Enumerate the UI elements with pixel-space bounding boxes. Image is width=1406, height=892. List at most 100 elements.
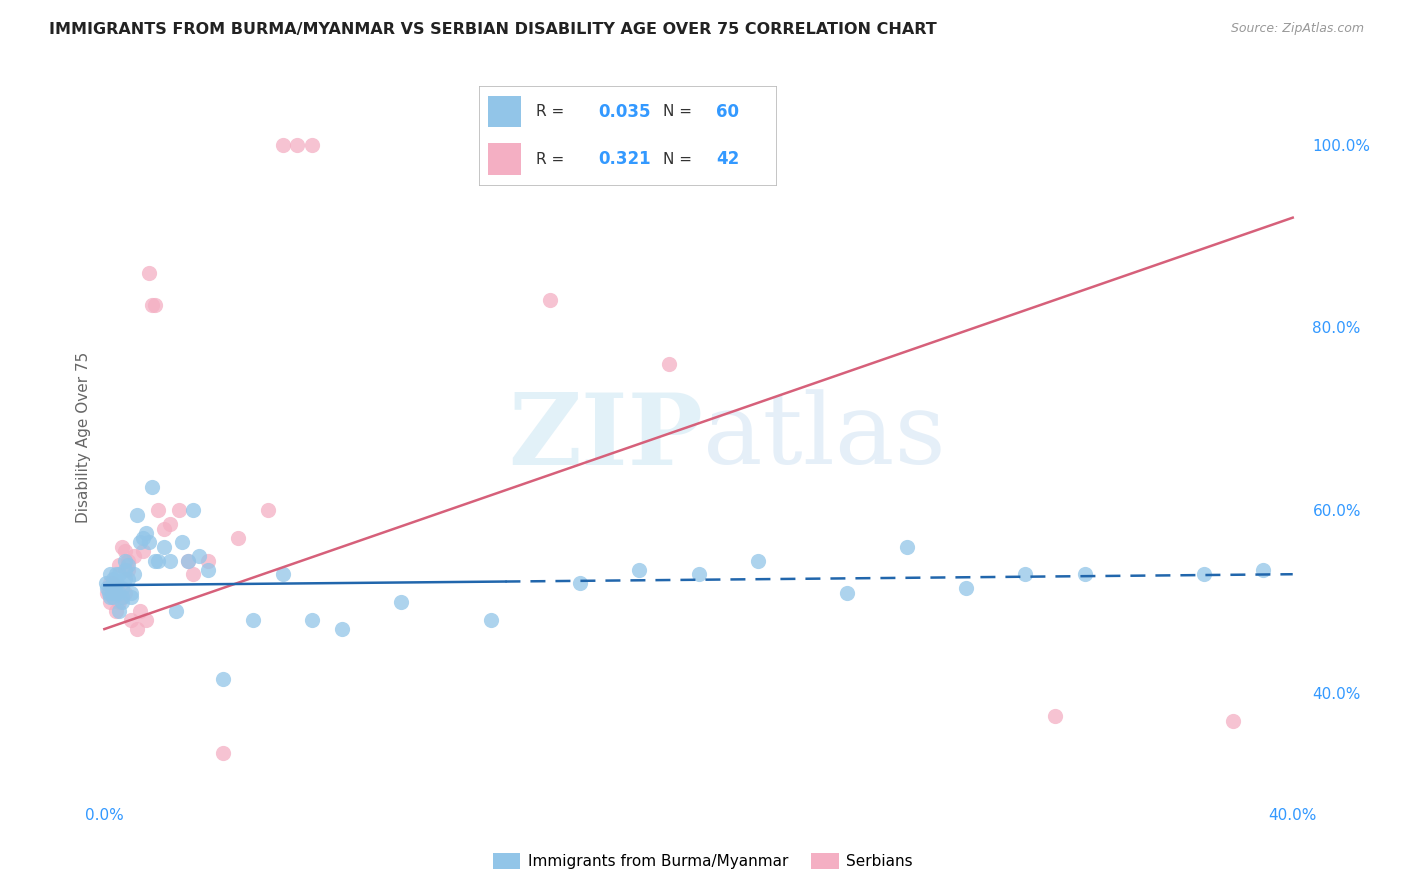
Point — [658, 357, 681, 371]
Point — [1222, 714, 1244, 728]
Point — [271, 567, 294, 582]
Point — [152, 521, 174, 535]
Point — [141, 297, 163, 311]
Point — [688, 567, 710, 582]
Point — [747, 553, 769, 567]
Point — [111, 540, 134, 554]
Point — [197, 553, 219, 567]
Point — [114, 572, 136, 586]
Point — [114, 553, 136, 567]
Text: ZIP: ZIP — [508, 389, 703, 485]
Point — [176, 553, 198, 567]
Y-axis label: Disability Age Over 75: Disability Age Over 75 — [76, 351, 91, 523]
Point — [96, 581, 118, 595]
Point — [111, 590, 134, 604]
Point — [301, 613, 323, 627]
Point — [98, 576, 121, 591]
Point — [479, 613, 502, 627]
Point — [105, 585, 128, 599]
Point — [1074, 567, 1097, 582]
Point — [129, 604, 152, 618]
Point — [391, 594, 413, 608]
Point — [271, 137, 294, 152]
Point — [117, 572, 139, 586]
Point — [125, 622, 148, 636]
Point — [98, 590, 121, 604]
Point — [538, 293, 561, 307]
Point — [183, 567, 205, 582]
Point — [896, 540, 918, 554]
Point — [94, 576, 117, 591]
Point — [98, 567, 121, 582]
Point — [256, 503, 278, 517]
Point — [568, 576, 591, 591]
Point — [135, 526, 157, 541]
Point — [103, 585, 125, 599]
Text: atlas: atlas — [703, 389, 946, 485]
Point — [197, 563, 219, 577]
Point — [167, 503, 190, 517]
Point — [105, 567, 128, 582]
Point — [165, 604, 187, 618]
Point — [955, 581, 977, 595]
Point — [105, 604, 128, 618]
Point — [129, 535, 152, 549]
Point — [835, 585, 858, 599]
Point — [117, 558, 139, 573]
Point — [146, 553, 169, 567]
Point — [287, 137, 309, 152]
Point — [120, 590, 142, 604]
Point — [188, 549, 211, 563]
Point — [98, 594, 121, 608]
Point — [103, 590, 125, 604]
Point — [103, 576, 125, 591]
Point — [114, 585, 136, 599]
Point — [114, 563, 136, 577]
Point — [103, 590, 125, 604]
Point — [125, 508, 148, 522]
Point — [176, 553, 198, 567]
Point — [132, 531, 155, 545]
Point — [108, 594, 131, 608]
Point — [111, 594, 134, 608]
Point — [159, 553, 181, 567]
Point — [105, 576, 128, 591]
Point — [120, 613, 142, 627]
Point — [1043, 709, 1066, 723]
Point — [1014, 567, 1036, 582]
Text: IMMIGRANTS FROM BURMA/MYANMAR VS SERBIAN DISABILITY AGE OVER 75 CORRELATION CHAR: IMMIGRANTS FROM BURMA/MYANMAR VS SERBIAN… — [49, 22, 936, 37]
Point — [138, 266, 160, 280]
Point — [146, 503, 169, 517]
Point — [108, 558, 131, 573]
Point — [183, 503, 205, 517]
Point — [143, 553, 166, 567]
Point — [138, 535, 160, 549]
Point — [108, 585, 131, 599]
Point — [103, 581, 125, 595]
Point — [111, 590, 134, 604]
Point — [103, 572, 125, 586]
Point — [152, 540, 174, 554]
Point — [114, 544, 136, 558]
Point — [132, 544, 155, 558]
Point — [97, 585, 120, 599]
Point — [628, 563, 651, 577]
Text: Source: ZipAtlas.com: Source: ZipAtlas.com — [1230, 22, 1364, 36]
Point — [159, 516, 181, 531]
Point — [135, 613, 157, 627]
Point — [120, 585, 142, 599]
Point — [141, 480, 163, 494]
Point — [212, 746, 235, 760]
Point — [108, 567, 131, 582]
Point — [226, 531, 249, 545]
Point — [330, 622, 353, 636]
Legend: Immigrants from Burma/Myanmar, Serbians: Immigrants from Burma/Myanmar, Serbians — [486, 847, 920, 875]
Point — [1251, 563, 1274, 577]
Point — [108, 604, 131, 618]
Point — [111, 581, 134, 595]
Point — [117, 563, 139, 577]
Point — [105, 585, 128, 599]
Point — [122, 549, 145, 563]
Point — [212, 673, 235, 687]
Point — [101, 585, 124, 599]
